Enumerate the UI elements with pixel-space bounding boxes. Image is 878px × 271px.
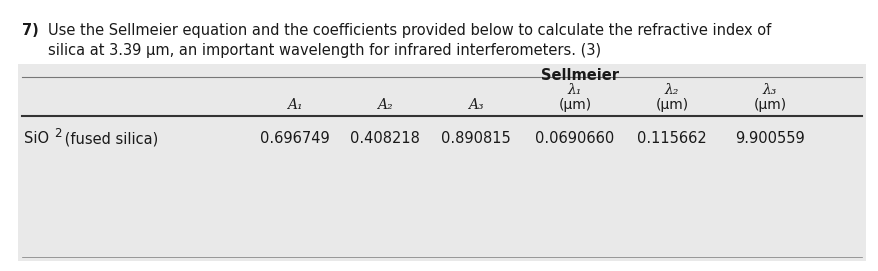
Text: Use the Sellmeier equation and the coefficients provided below to calculate the : Use the Sellmeier equation and the coeff… <box>48 23 770 38</box>
Text: (μm): (μm) <box>752 98 786 112</box>
Text: A₃: A₃ <box>468 98 483 112</box>
Text: 0.408218: 0.408218 <box>349 131 420 146</box>
Text: A₂: A₂ <box>377 98 392 112</box>
Text: A₁: A₁ <box>287 98 302 112</box>
Text: SiO: SiO <box>24 131 49 146</box>
Text: 9.900559: 9.900559 <box>734 131 804 146</box>
Text: 0.696749: 0.696749 <box>260 131 329 146</box>
Text: 2: 2 <box>54 127 61 140</box>
Text: (μm): (μm) <box>558 98 591 112</box>
Text: (μm): (μm) <box>655 98 687 112</box>
FancyBboxPatch shape <box>18 64 865 261</box>
Text: 7): 7) <box>22 23 39 38</box>
Text: λ₁: λ₁ <box>567 83 581 97</box>
Text: λ₂: λ₂ <box>664 83 679 97</box>
Text: (fused silica): (fused silica) <box>60 131 158 146</box>
Text: silica at 3.39 μm, an important wavelength for infrared interferometers. (3): silica at 3.39 μm, an important waveleng… <box>48 43 601 58</box>
Text: Sellmeier: Sellmeier <box>540 68 618 83</box>
Text: λ₃: λ₃ <box>762 83 776 97</box>
Text: 0.115662: 0.115662 <box>637 131 706 146</box>
Text: 0.890815: 0.890815 <box>441 131 510 146</box>
Text: 0.0690660: 0.0690660 <box>535 131 614 146</box>
